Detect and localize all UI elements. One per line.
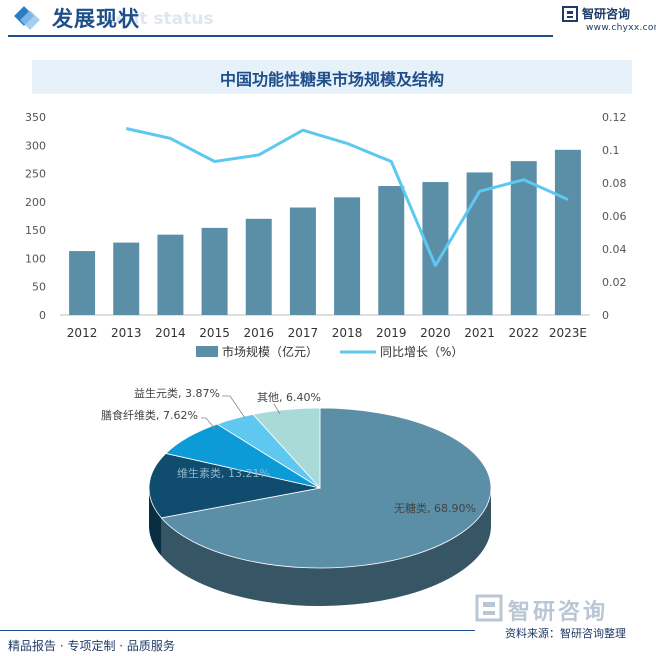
bar [334, 197, 361, 315]
pie-slice [252, 407, 321, 490]
header-ghost-text: ment status [98, 9, 214, 29]
data-source: 资料来源：智研咨询整理 [505, 627, 626, 640]
watermark-logo-icon [475, 594, 503, 622]
x-tick-label: 2019 [376, 326, 407, 340]
x-tick-label: 2015 [199, 326, 230, 340]
y-right-tick-label: 0.08 [602, 177, 627, 190]
chart-title: 中国功能性糖果市场规模及结构 [219, 70, 444, 89]
leader-line [273, 403, 281, 415]
pie-slice-label: 益生元类, 3.87% [134, 386, 220, 400]
pie-slice-label: 膳食纤维类, 7.62% [101, 408, 198, 422]
y-right-tick-label: 0.06 [602, 210, 627, 223]
y-left-tick-label: 0 [39, 309, 46, 322]
x-tick-label: 2023E [549, 326, 587, 340]
pie-slice [160, 407, 492, 569]
bar [157, 234, 184, 315]
legend-swatch-bar [196, 346, 218, 357]
x-tick-label: 2013 [111, 326, 142, 340]
y-right-tick-label: 0.02 [602, 276, 627, 289]
bar [510, 161, 537, 315]
x-tick-label: 2021 [464, 326, 495, 340]
bar [201, 227, 228, 315]
x-tick-label: 2012 [67, 326, 98, 340]
bar [69, 251, 96, 315]
x-tick-label: 2018 [332, 326, 363, 340]
header-divider [8, 35, 553, 37]
x-tick-label: 2016 [243, 326, 274, 340]
y-left-tick-label: 50 [32, 281, 46, 294]
bar [113, 242, 140, 315]
watermark-logo-text: 智研咨询 [508, 600, 609, 625]
y-left-tick-label: 100 [25, 252, 46, 265]
brand-name: 智研咨询 [582, 7, 631, 21]
pie-slice [148, 453, 321, 519]
leader-line [222, 395, 246, 419]
y-right-tick-label: 0.12 [602, 111, 627, 124]
footer-divider [0, 630, 475, 631]
y-right-tick-label: 0 [602, 309, 609, 322]
leader-line [201, 417, 217, 431]
pie-slice-label: 维生素类, 13.21% [177, 466, 270, 480]
combo-chart: 0 50 100 150 200 250 300 350 0 0.02 0.04 0.06 0.08 0.… [25, 111, 627, 359]
brand-url: www.chyxx.com [586, 23, 656, 33]
y-left-tick-label: 300 [25, 139, 46, 152]
bar [378, 186, 405, 315]
y-right-tick-label: 0.1 [602, 144, 620, 157]
legend-label-bar: 市场规模（亿元） [222, 344, 318, 359]
y-left-tick-label: 250 [25, 168, 46, 181]
pie-slice-side [161, 488, 492, 606]
pie-slice-label: 无糖类, 68.90% [394, 501, 476, 515]
y-left-tick-label: 200 [25, 196, 46, 209]
x-tick-label: 2017 [288, 326, 319, 340]
bar [466, 172, 493, 315]
x-tick-label: 2014 [155, 326, 186, 340]
pie-slice-side [149, 488, 162, 556]
chart-title-band [32, 60, 632, 94]
bar [289, 207, 316, 315]
y-left-tick-label: 350 [25, 111, 46, 124]
bar [554, 149, 581, 315]
y-left-tick-label: 150 [25, 224, 46, 237]
section-title: 发展现状 [52, 6, 140, 31]
bar [245, 218, 272, 315]
brand-logo-icon [562, 6, 578, 22]
x-tick-label: 2020 [420, 326, 451, 340]
footer-tagline: 精品报告 · 专项定制 · 品质服务 [8, 639, 175, 653]
pie-slice-label: 其他, 6.40% [257, 391, 321, 404]
x-tick-label: 2022 [508, 326, 539, 340]
page-header: ment status 发展现状 智研咨询 www.chyxx.com [0, 0, 656, 44]
pie-chart: 无糖类, 68.90% 维生素类, 13.21% 膳食纤维类, 7.62% 益生元类,… [101, 386, 492, 606]
legend-label-line: 同比增长（%） [380, 345, 463, 359]
y-right-tick-label: 0.04 [602, 243, 627, 256]
growth-line [125, 127, 569, 267]
